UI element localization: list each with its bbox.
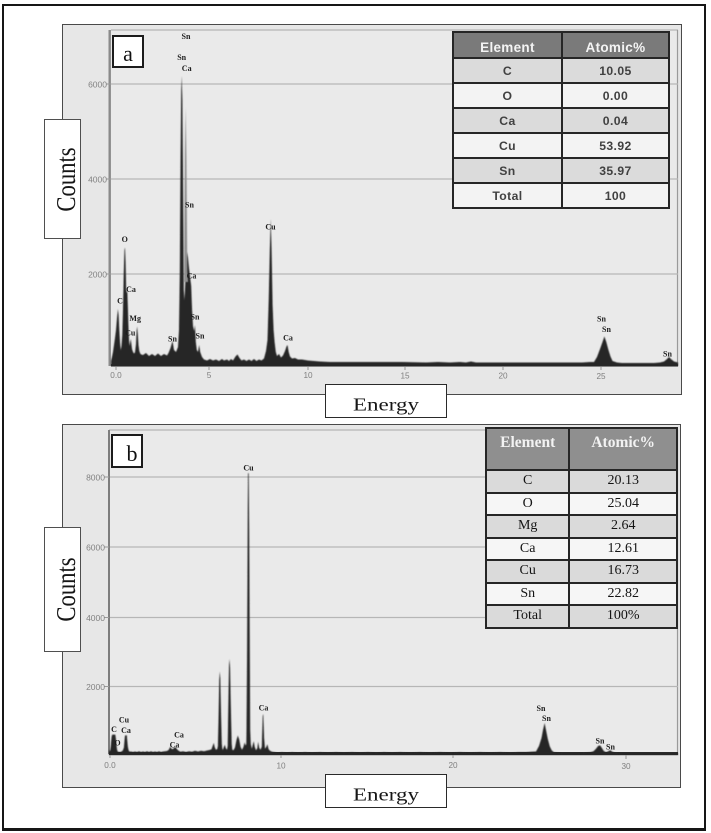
svg-text:Ca: Ca [259,704,269,713]
svg-text:4000: 4000 [86,613,105,623]
svg-text:Cu: Cu [125,329,136,338]
svg-text:Sn: Sn [542,714,551,723]
svg-text:2000: 2000 [88,270,107,280]
svg-text:Ca: Ca [187,272,197,281]
svg-text:Ca: Ca [182,64,192,73]
svg-text:6000: 6000 [88,80,107,90]
svg-text:6000: 6000 [86,543,105,553]
svg-text:Cu: Cu [243,464,254,473]
svg-text:Sn: Sn [191,313,200,322]
svg-text:15: 15 [400,372,410,381]
svg-text:10: 10 [303,371,313,380]
svg-text:Ca: Ca [174,731,184,740]
svg-text:Sn: Sn [597,315,606,324]
svg-text:8000: 8000 [86,473,105,483]
svg-text:5: 5 [207,371,212,380]
svg-text:O: O [114,739,120,748]
svg-text:Cu: Cu [119,716,130,725]
svg-text:Sn: Sn [606,743,615,752]
svg-text:Ca: Ca [170,741,180,750]
svg-text:C: C [117,297,123,306]
svg-text:O: O [122,235,128,244]
svg-text:Sn: Sn [182,32,191,41]
svg-text:Ca: Ca [283,334,293,343]
svg-text:25: 25 [596,372,606,381]
svg-text:Cu: Cu [265,223,276,232]
svg-text:4000: 4000 [88,175,107,185]
svg-text:2000: 2000 [86,682,105,692]
svg-text:0.0: 0.0 [104,761,116,770]
svg-text:Sn: Sn [177,53,186,62]
svg-text:Mg: Mg [129,314,141,323]
svg-text:Sn: Sn [602,325,611,334]
svg-text:Sn: Sn [663,350,672,359]
svg-text:Sn: Sn [596,737,605,746]
svg-text:C: C [111,725,117,734]
svg-text:Ca: Ca [126,285,136,294]
svg-text:Sn: Sn [537,704,546,713]
svg-text:20: 20 [498,372,508,381]
svg-text:0.0: 0.0 [110,371,122,380]
svg-text:20: 20 [448,761,458,770]
svg-text:30: 30 [621,762,631,771]
svg-text:Ca: Ca [121,726,131,735]
svg-text:Sn: Sn [185,201,194,210]
svg-text:10: 10 [276,762,286,771]
svg-text:Sn: Sn [196,332,205,341]
svg-text:Sn: Sn [168,335,177,344]
